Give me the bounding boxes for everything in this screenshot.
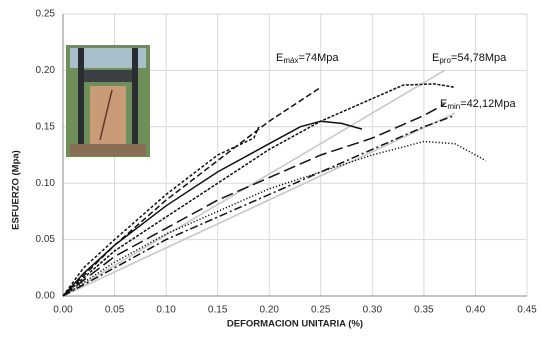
x-tick-label: 0.15 [208, 305, 228, 316]
annotation: Emin=42,12Mpa [440, 98, 516, 111]
series-line [62, 126, 260, 297]
photo-specimen [90, 86, 126, 144]
photo-column [132, 48, 138, 153]
y-tick-label: 0.25 [36, 9, 56, 20]
annotation-base: E [432, 52, 439, 64]
y-axis-title: ESFUERZO (Mpa) [11, 150, 22, 230]
series-line [62, 103, 445, 297]
series-line [62, 112, 456, 297]
photo-bg [70, 48, 146, 68]
annotation: Epro=54,78Mpa [432, 52, 507, 65]
y-tick-label: 0.15 [36, 121, 56, 132]
x-tick-label: 0.40 [466, 305, 486, 316]
y-tick-label: 0.10 [36, 178, 56, 189]
x-tick-label: 0.25 [311, 305, 331, 316]
photo-crosshead [84, 70, 132, 82]
x-tick-label: 0.00 [53, 305, 73, 316]
annotation-base: E [440, 98, 447, 110]
photo-crack [99, 89, 113, 141]
annotation-sub: min [447, 102, 460, 111]
annotation: Emáx=74Mpa [276, 52, 339, 65]
photo-base [70, 144, 146, 156]
y-tick-label: 0.05 [36, 234, 56, 245]
x-tick-label: 0.30 [363, 305, 383, 316]
annotation-sub: máx [283, 56, 298, 65]
annotation-sub: pro [439, 56, 451, 65]
annotation-base: E [276, 52, 283, 64]
annotation-text: =42,12Mpa [460, 98, 516, 110]
x-tick-label: 0.05 [105, 305, 125, 316]
series-line [62, 69, 445, 297]
x-tick-label: 0.45 [517, 305, 537, 316]
x-tick-label: 0.10 [156, 305, 176, 316]
series-line [62, 114, 456, 297]
annotation-text: =74Mpa [298, 52, 339, 64]
x-tick-label: 0.20 [259, 305, 279, 316]
series-line [62, 86, 322, 297]
photo-inset [66, 45, 150, 157]
photo-column [78, 48, 84, 153]
series-line [62, 140, 487, 297]
series-line [62, 83, 455, 297]
y-tick-label: 0.00 [36, 291, 56, 302]
y-tick-label: 0.20 [36, 65, 56, 76]
annotation-text: =54,78Mpa [451, 52, 507, 64]
x-axis-title: DEFORMACION UNITARIA (%) [227, 319, 363, 330]
series-line [62, 120, 363, 297]
x-tick-label: 0.35 [414, 305, 434, 316]
